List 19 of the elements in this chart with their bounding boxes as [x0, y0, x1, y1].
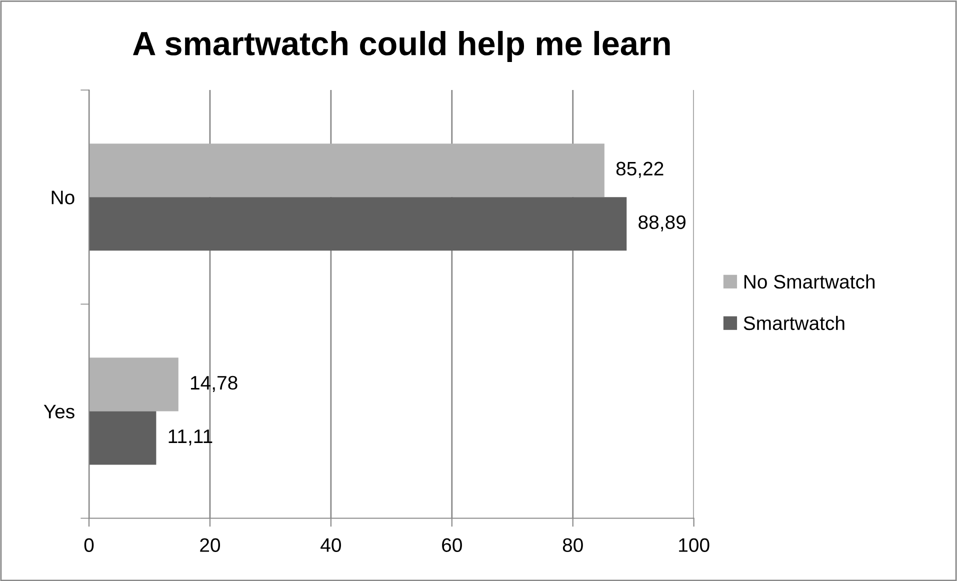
- x-tick-label: 0: [84, 538, 94, 552]
- y-tick-label: Yes: [44, 404, 74, 418]
- bar: [89, 144, 604, 198]
- legend-label: No Smartwatch: [744, 274, 875, 289]
- legend-label: Smartwatch: [744, 316, 844, 330]
- x-tick-label: 100: [679, 538, 710, 552]
- x-tick-label: 20: [200, 538, 220, 552]
- x-tick-label: 60: [442, 538, 462, 552]
- data-label: 14,78: [190, 376, 238, 392]
- data-label: 88,89: [638, 215, 686, 232]
- chart-title: A smartwatch could help me learn: [132, 30, 670, 62]
- data-label: 11,11: [168, 430, 212, 446]
- data-label: 85,22: [616, 162, 664, 178]
- bar: [89, 411, 156, 465]
- bar: [89, 358, 178, 412]
- y-tick-label: No: [52, 190, 74, 204]
- x-tick-label: 80: [562, 538, 583, 552]
- bar: [89, 197, 627, 251]
- x-tick-label: 40: [320, 538, 341, 552]
